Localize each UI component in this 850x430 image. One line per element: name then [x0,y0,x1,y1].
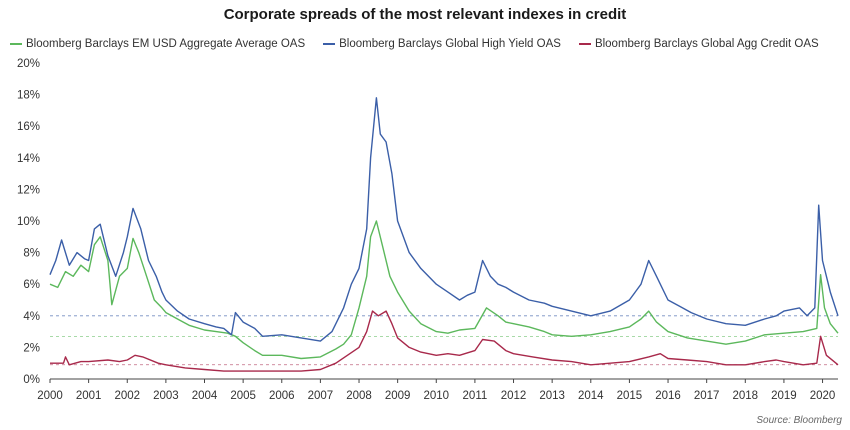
x-tick-label: 2012 [501,390,527,402]
legend-item-global-high-yield: Bloomberg Barclays Global High Yield OAS [323,38,561,50]
legend-swatch-em-usd [10,43,22,45]
x-axis: 2000 2001 2002 2003 2004 2005 2006 2007 2008 2009… [37,378,838,402]
series-line-global-agg-credit [50,310,839,372]
legend-item-em-usd: Bloomberg Barclays EM USD Aggregate Aver… [10,38,305,50]
x-tick-label: 2002 [114,390,140,402]
x-tick-label: 2014 [578,390,604,402]
y-tick-label: 14% [17,153,40,165]
legend-swatch-global-agg-credit [578,43,591,45]
chart-legend: Bloomberg Barclays EM USD Aggregate Aver… [10,38,845,50]
x-tick-label: 2019 [771,390,797,402]
x-tick-label: 2010 [423,390,449,402]
y-tick-label: 12% [17,184,40,196]
chart-title: Corporate spreads of the most relevant i… [223,6,627,23]
series-line-em-usd [49,220,839,360]
legend-item-global-agg-credit: Bloomberg Barclays Global Agg Credit OAS [578,38,819,50]
x-tick-label: 2011 [463,390,488,402]
y-tick-label: 0% [23,374,40,386]
y-tick-label: 6% [23,279,40,291]
y-tick-label: 18% [17,90,40,102]
x-tick-label: 2001 [76,390,102,402]
reference-lines [50,315,838,366]
series-line-global-high-yield [49,97,839,342]
x-tick-label: 2008 [346,390,372,402]
legend-label-em-usd: Bloomberg Barclays EM USD Aggregate Aver… [26,38,306,50]
x-tick-label: 2004 [192,390,218,402]
series-lines [49,97,839,372]
y-tick-label: 8% [23,248,40,260]
y-tick-label: 4% [23,311,40,323]
source-note: Source: Bloomberg [756,415,842,426]
legend-swatch-global-high-yield [323,43,336,45]
x-tick-label: 2015 [617,390,643,402]
x-tick-label: 2020 [810,390,836,402]
y-tick-label: 20% [17,58,40,70]
x-tick-label: 2007 [308,390,334,402]
legend-label-global-high-yield: Bloomberg Barclays Global High Yield OAS [339,38,561,50]
x-tick-label: 2005 [230,390,256,402]
x-tick-label: 2000 [37,390,63,402]
x-tick-label: 2017 [694,390,720,402]
y-tick-label: 10% [17,216,40,228]
x-tick-label: 2003 [153,390,179,402]
x-tick-label: 2013 [539,390,565,402]
x-tick-label: 2016 [655,390,681,402]
x-tick-label: 2009 [385,390,411,402]
y-axis: 0% 2% 4% 6% 8% 10% 12% 14% 16% 18% 20% [17,58,40,386]
x-tick-label: 2018 [732,390,758,402]
y-tick-label: 16% [17,121,40,133]
y-tick-label: 2% [23,342,40,354]
x-tick-label: 2006 [269,390,295,402]
legend-label-global-agg-credit: Bloomberg Barclays Global Agg Credit OAS [594,38,819,50]
